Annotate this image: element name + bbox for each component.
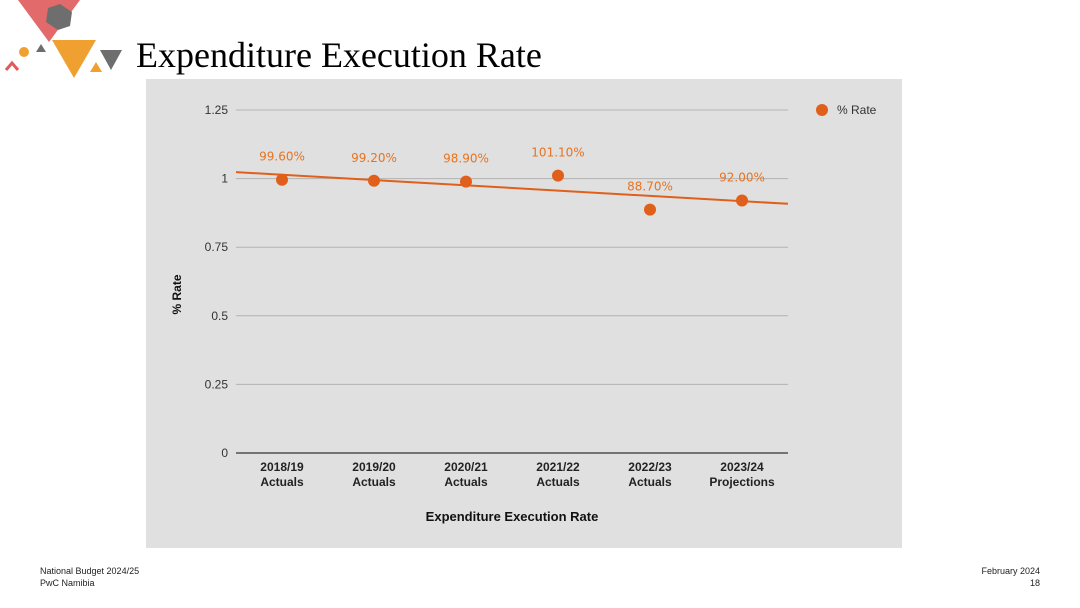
scatter-chart: 0 0.25 0.5 0.75 1 1.25 2018/19 Actuals 2019/20 A… [170,103,877,524]
legend: % Rate [816,103,877,117]
data-points [276,169,748,216]
y-tick-label: 0 [221,446,228,460]
x-tick-label: 2019/20 Actuals [352,460,396,489]
y-tick-label: 1 [221,172,228,186]
y-tick-label: 0.25 [205,377,229,391]
y-tick-label: 0.5 [211,309,228,323]
data-label: 101.10% [531,146,584,160]
legend-marker [816,104,828,116]
legend-label: % Rate [837,103,877,117]
x-axis-ticks: 2018/19 Actuals 2019/20 Actuals 2020/21 Actua… [260,460,775,489]
page-number: 18 [1029,578,1040,588]
x-tick-label: 2023/24 Projections [709,460,775,489]
data-point [644,203,656,216]
chart-panel: 0 0.25 0.5 0.75 1 1.25 2018/19 Actuals 2019/20 A… [146,79,902,548]
x-tick-label: 2021/22 Actuals [536,460,580,489]
y-axis-title: % Rate [170,274,184,314]
pwc-logo [4,0,122,78]
data-label: 88.70% [627,180,673,194]
data-label: 99.20% [351,151,397,165]
page-title: Expenditure Execution Rate [136,35,542,75]
footer-company: PwC Namibia [40,578,95,588]
footer-date: February 2024 [981,566,1040,576]
grid-lines [236,109,788,385]
x-axis-title: Expenditure Execution Rate [426,509,599,524]
footer-left: National Budget 2024/25 PwC Namibia [40,565,139,589]
data-point [736,194,748,207]
data-point [552,169,564,182]
y-tick-label: 0.75 [205,240,229,254]
data-point [460,175,472,188]
data-labels: 99.60% 99.20% 98.90% 101.10% 88.70% 92.00% [259,146,765,194]
y-tick-label: 1.25 [205,103,229,117]
trendline [235,171,789,205]
x-tick-label: 2018/19 Actuals [260,460,304,489]
data-label: 99.60% [259,150,305,164]
data-point [368,174,380,187]
data-point [276,173,288,186]
data-label: 92.00% [719,171,765,185]
x-tick-label: 2020/21 Actuals [444,460,488,489]
x-tick-label: 2022/23 Actuals [628,460,672,489]
y-axis-ticks: 0 0.25 0.5 0.75 1 1.25 [205,103,229,460]
data-label: 98.90% [443,152,489,166]
footer-right: February 2024 18 [981,565,1040,589]
footer-budget-title: National Budget 2024/25 [40,566,140,576]
